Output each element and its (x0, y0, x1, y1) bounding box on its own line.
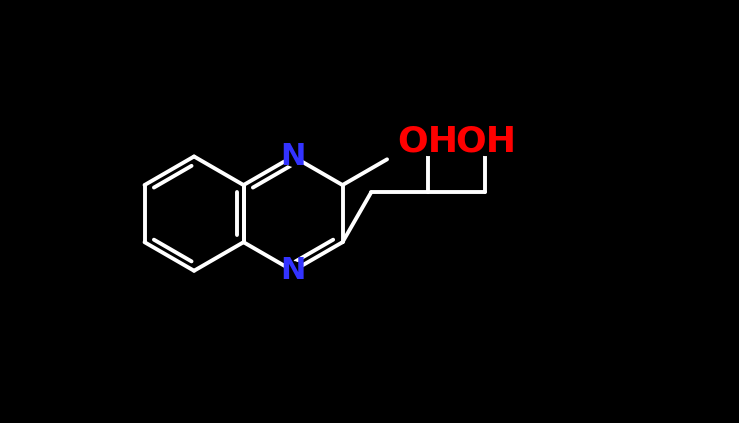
Text: N: N (280, 142, 306, 171)
Text: OH: OH (454, 124, 516, 158)
Text: N: N (280, 256, 306, 285)
Text: OH: OH (398, 124, 459, 158)
